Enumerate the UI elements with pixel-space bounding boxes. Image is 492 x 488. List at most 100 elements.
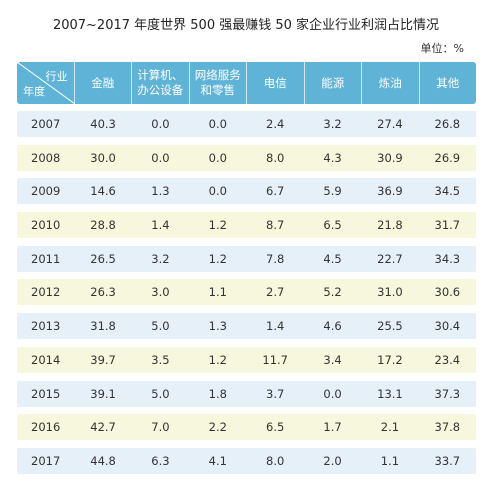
value-cell: 1.3 (208, 319, 227, 334)
value-cell: 1.2 (208, 251, 227, 266)
value-cell: 7.0 (151, 420, 170, 435)
value-cell: 31.7 (434, 218, 461, 233)
value-cell: 2.1 (380, 420, 400, 435)
value-cell: 40.3 (90, 117, 116, 131)
value-cell: 0.0 (208, 117, 227, 131)
year-cell: 2012 (31, 285, 61, 300)
value-cell: 4.6 (323, 319, 342, 334)
value-cell: 0.0 (151, 117, 170, 131)
value-cell: 6.5 (266, 420, 285, 435)
value-cell: 21.8 (377, 218, 403, 233)
value-cell: 34.5 (434, 184, 461, 199)
table-row: 2009 14.6 1.3 0.0 6.7 5.9 36.9 34.5 (17, 178, 476, 205)
table-row: 2015 39.1 5.0 1.8 3.7 0.0 13.1 37.3 (17, 380, 476, 407)
value-cell: 11.7 (262, 352, 288, 367)
value-cell: 37.8 (434, 420, 461, 435)
value-cell: 3.2 (151, 251, 170, 266)
column-header: 电信 (246, 62, 304, 104)
corner-header-cell: 行业 年度 (17, 62, 75, 104)
value-cell: 2.2 (208, 420, 227, 435)
value-cell: 0.0 (208, 184, 227, 199)
value-cell: 36.9 (377, 184, 403, 199)
table-body: 2007 40.3 0.0 0.0 2.4 3.2 27.4 26.8 2008 30.0 0.0 0… (17, 111, 476, 474)
table-row: 2012 26.3 3.0 1.1 2.7 5.2 31.0 30.6 (17, 279, 476, 306)
value-cell: 2.7 (266, 285, 285, 300)
value-cell: 5.0 (151, 319, 170, 334)
value-cell: 1.1 (208, 285, 227, 300)
value-cell: 13.1 (377, 386, 403, 401)
value-cell: 7.8 (266, 251, 285, 266)
value-cell: 1.4 (266, 319, 285, 334)
value-cell: 1.4 (151, 218, 170, 233)
value-cell: 26.9 (434, 150, 461, 165)
column-header: 网络服务 和零售 (188, 62, 247, 104)
value-cell: 14.6 (90, 184, 116, 199)
value-cell: 23.4 (434, 352, 461, 367)
value-cell: 3.2 (323, 117, 342, 131)
value-cell: 6.5 (323, 218, 342, 233)
year-cell: 2015 (31, 386, 61, 401)
value-cell: 30.0 (90, 150, 116, 165)
corner-label-year: 年度 (23, 85, 45, 98)
year-cell: 2010 (31, 218, 61, 233)
value-cell: 31.8 (90, 319, 116, 334)
value-cell: 39.7 (90, 352, 116, 367)
value-cell: 34.3 (434, 251, 461, 266)
value-cell: 5.2 (323, 285, 342, 300)
value-cell: 33.7 (434, 453, 461, 468)
value-cell: 1.1 (380, 453, 400, 468)
value-cell: 1.8 (208, 386, 227, 401)
year-cell: 2009 (31, 184, 61, 199)
value-cell: 4.1 (208, 453, 227, 468)
year-cell: 2014 (31, 352, 61, 367)
value-cell: 44.8 (90, 453, 116, 468)
table-row: 2010 28.8 1.4 1.2 8.7 6.5 21.8 31.7 (17, 212, 476, 239)
table-row: 2008 30.0 0.0 0.0 8.0 4.3 30.9 26.9 (17, 144, 476, 171)
corner-label-industry: 行业 (45, 70, 68, 83)
table-row: 2007 40.3 0.0 0.0 2.4 3.2 27.4 26.8 (17, 111, 476, 137)
value-cell: 5.0 (151, 386, 170, 401)
value-cell: 26.8 (434, 117, 461, 131)
value-cell: 1.7 (323, 420, 342, 435)
value-cell: 22.7 (377, 251, 403, 266)
column-header: 能源 (303, 62, 362, 104)
table-row: 2013 31.8 5.0 1.3 1.4 4.6 25.5 30.4 (17, 313, 476, 340)
table-row: 2011 26.5 3.2 1.2 7.8 4.5 22.7 34.3 (17, 245, 476, 272)
table-title: 2007~2017 年度世界 500 强最赚钱 50 家企业行业利润占比情况 (52, 18, 440, 33)
year-cell: 2011 (31, 251, 61, 266)
value-cell: 6.3 (151, 453, 170, 468)
value-cell: 4.5 (323, 251, 342, 266)
column-header: 计算机、 办公设备 (131, 62, 189, 104)
table-header: 行业 年度 金融 计算机、 办公设备 网络服务 和零售 电信 能源 炼油 其他 (17, 62, 476, 104)
value-cell: 8.0 (266, 150, 285, 165)
year-cell: 2017 (31, 453, 61, 468)
value-cell: 1.2 (208, 352, 227, 367)
value-cell: 4.3 (323, 150, 342, 165)
value-cell: 8.0 (266, 453, 285, 468)
column-header: 金融 (73, 62, 132, 104)
value-cell: 26.5 (90, 251, 116, 266)
profit-share-table: 行业 年度 金融 计算机、 办公设备 网络服务 和零售 电信 能源 炼油 其他 … (17, 62, 476, 482)
value-cell: 6.7 (266, 184, 285, 199)
unit-label: 单位：% (420, 42, 464, 55)
value-cell: 1.2 (208, 218, 227, 233)
year-cell: 2016 (31, 420, 61, 435)
table-row: 2014 39.7 3.5 1.2 11.7 3.4 17.2 23.4 (17, 346, 476, 373)
value-cell: 30.6 (434, 285, 461, 300)
value-cell: 3.4 (323, 352, 342, 367)
year-cell: 2007 (31, 117, 61, 131)
year-cell: 2008 (31, 150, 61, 165)
value-cell: 2.4 (266, 117, 285, 131)
value-cell: 30.9 (377, 150, 403, 165)
table-row: 2017 44.8 6.3 4.1 8.0 2.0 1.1 33.7 (17, 447, 476, 474)
value-cell: 0.0 (208, 150, 227, 165)
value-cell: 25.5 (377, 319, 403, 334)
value-cell: 5.9 (323, 184, 342, 199)
value-cell: 39.1 (90, 386, 116, 401)
value-cell: 3.0 (151, 285, 170, 300)
value-cell: 3.5 (151, 352, 170, 367)
diagonal-line (17, 62, 75, 104)
value-cell: 28.8 (90, 218, 116, 233)
value-cell: 27.4 (377, 117, 403, 131)
value-cell: 42.7 (90, 420, 116, 435)
